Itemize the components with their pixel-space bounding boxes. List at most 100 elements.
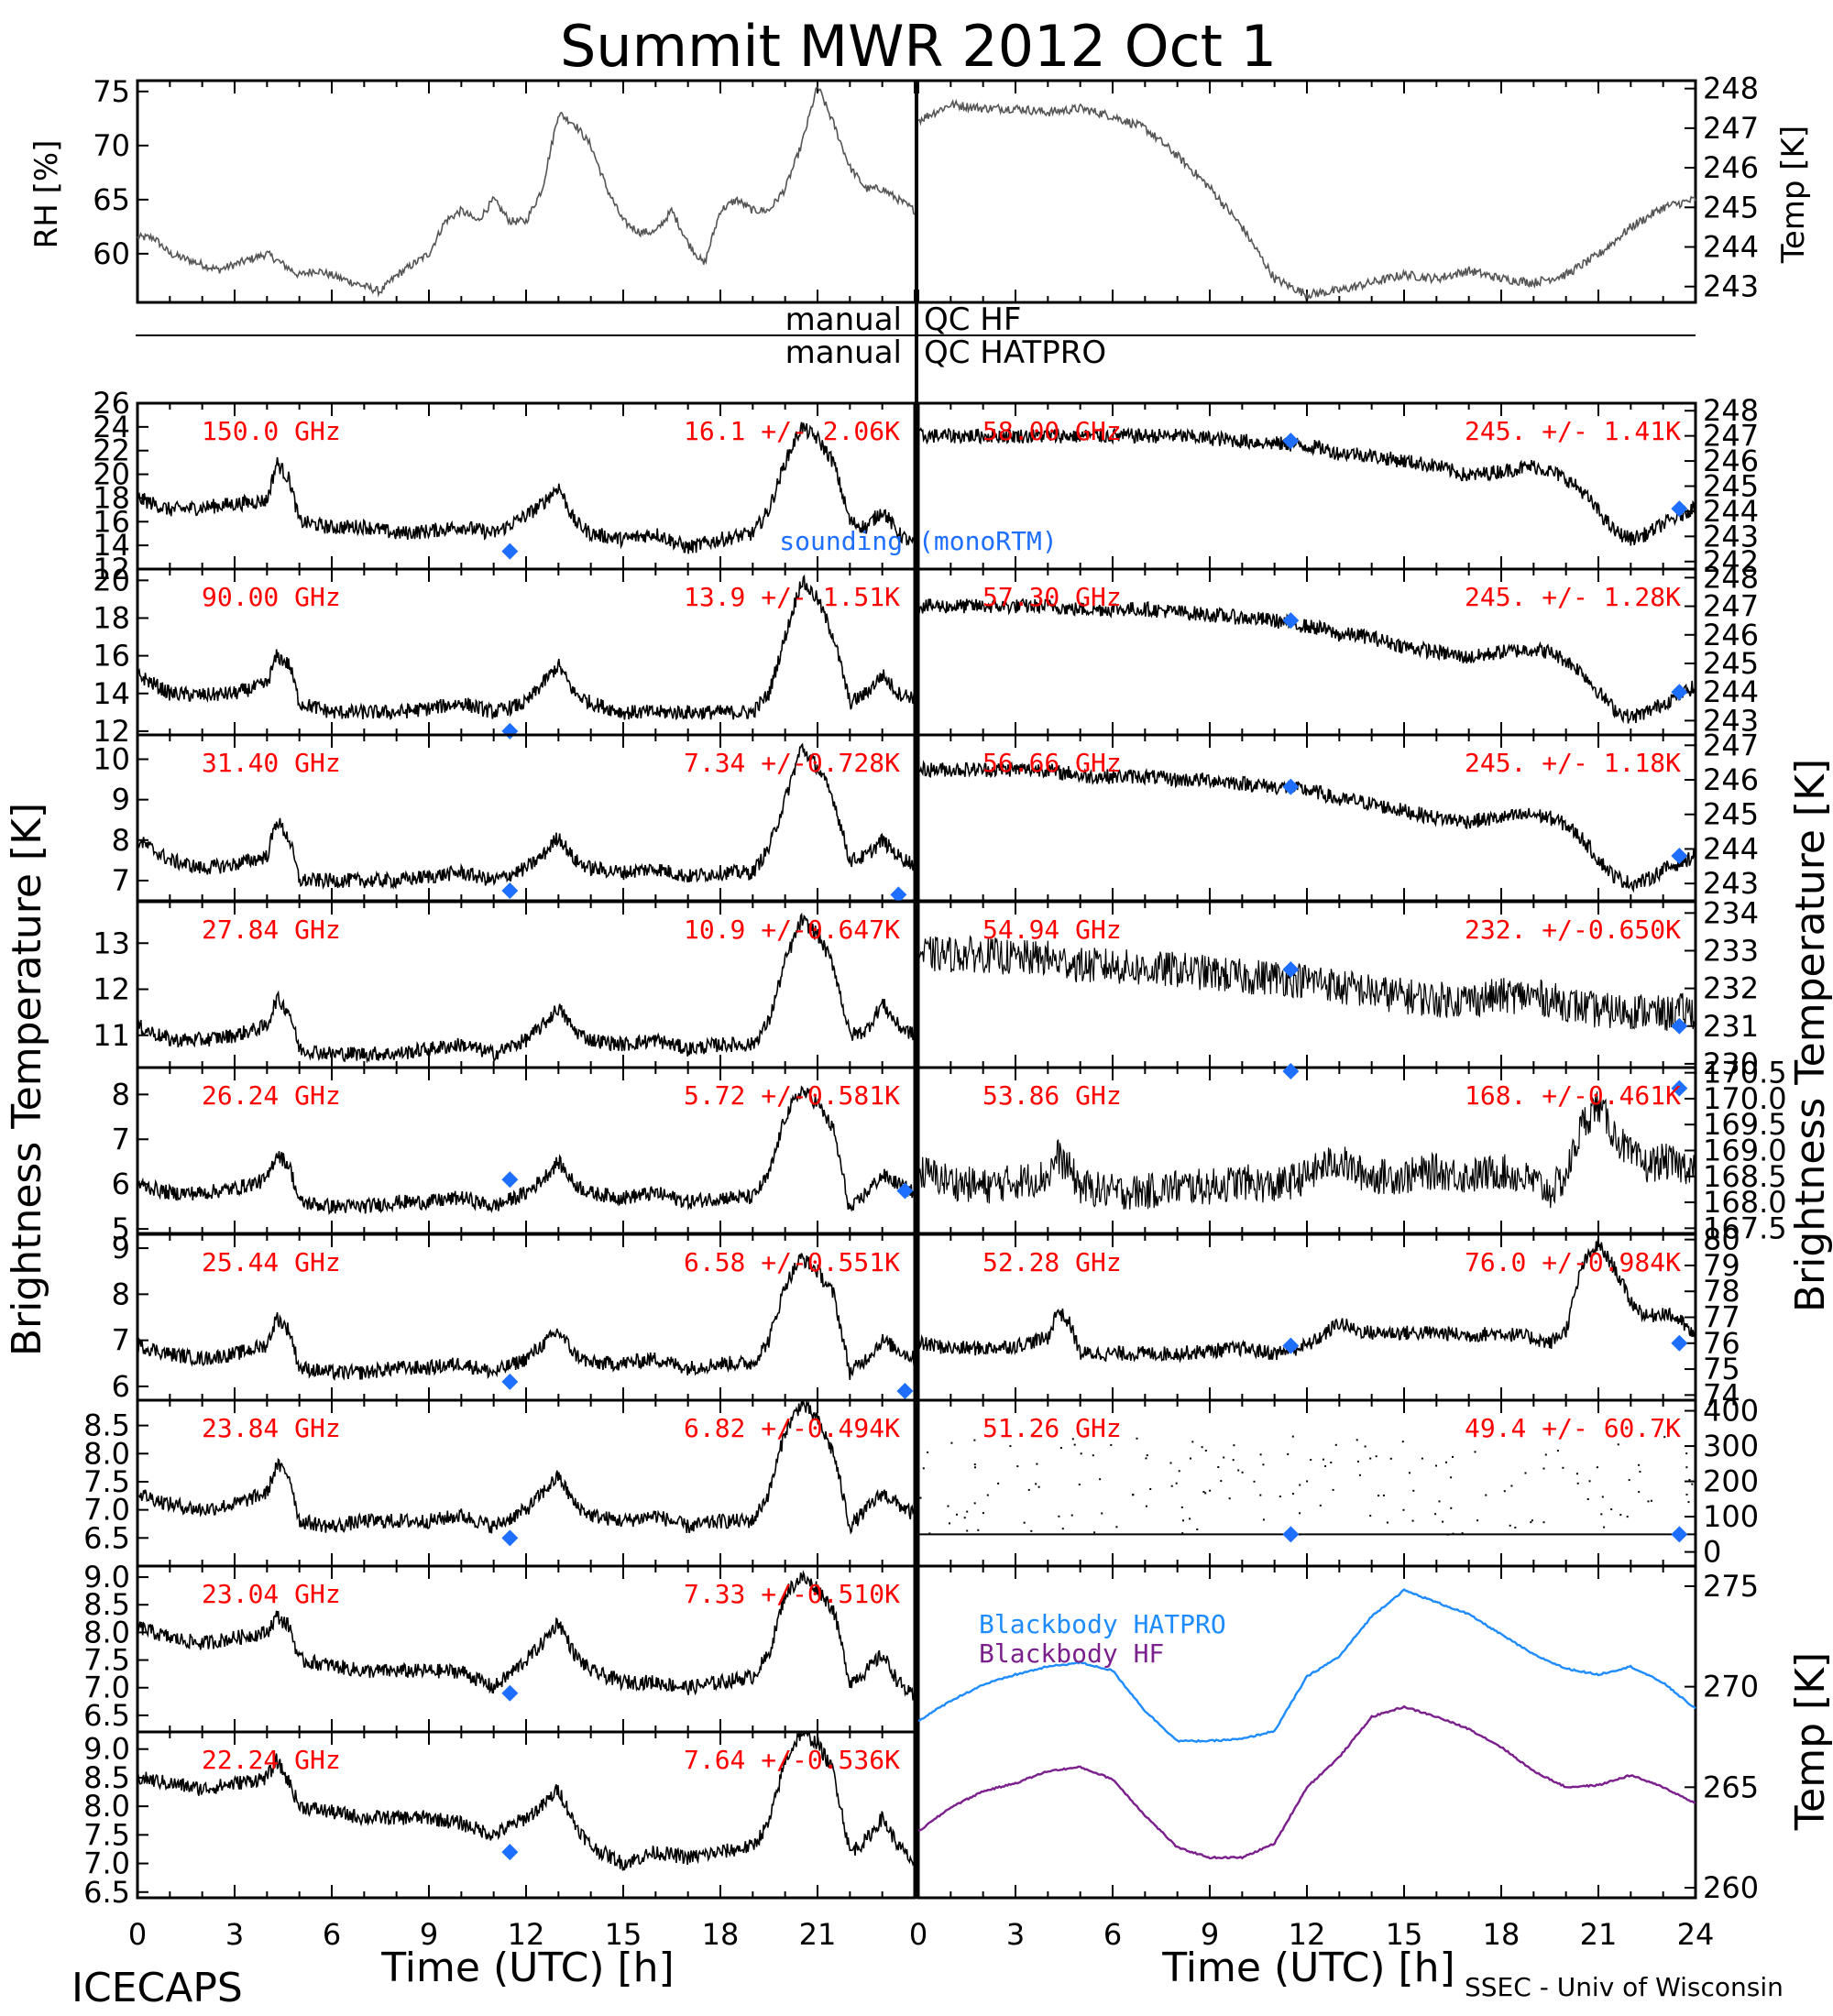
tb-spike [1061, 1528, 1064, 1530]
tb-spike [1306, 1480, 1309, 1483]
frequency-label: 31.40 GHz [202, 748, 341, 778]
y-tick-label: 11 [93, 1018, 130, 1053]
tb-spike [947, 1505, 949, 1507]
y-tick-label: 247 [1703, 589, 1759, 624]
x-tick-label: 24 [1677, 1917, 1715, 1952]
y-tick-label: 200 [1703, 1464, 1759, 1499]
temp-axis-label: Temp [K] [1775, 126, 1812, 264]
y-tick-label: 79 [1703, 1248, 1740, 1283]
y-tick-label: 270 [1703, 1670, 1759, 1704]
y-tick-label: 246 [1703, 618, 1759, 652]
y-tick-label: 8 [112, 823, 130, 858]
tb-trace [917, 1090, 1696, 1210]
tb-spike [1058, 1515, 1060, 1517]
tb-trace [137, 1400, 916, 1535]
page-title: Summit MWR 2012 Oct 1 [560, 13, 1277, 80]
y-tick-label: 6.5 [83, 1698, 130, 1733]
tb-spike [1364, 1445, 1367, 1448]
tb-spike [1233, 1444, 1235, 1447]
tb-spike [1059, 1447, 1062, 1450]
tb-trace [137, 1730, 916, 1871]
tb-spike [1446, 1533, 1449, 1536]
tb-spike [1259, 1494, 1262, 1496]
y-tick-label: 16 [93, 504, 130, 539]
tb-spike [1319, 1504, 1322, 1507]
tb-spike [1596, 1466, 1598, 1469]
tb-spike [1452, 1455, 1454, 1458]
tb-spike [1175, 1482, 1178, 1485]
tb-spike [1180, 1506, 1183, 1508]
y-tick-label: 9.0 [83, 1732, 130, 1767]
tb-spike [1369, 1515, 1372, 1517]
tb-trace [137, 1253, 916, 1382]
tb-spike [1204, 1492, 1207, 1495]
tb-spike [1461, 1532, 1464, 1535]
tb-spike [1262, 1463, 1265, 1466]
y-tick-label: 75 [93, 74, 130, 109]
tb-spike [1189, 1517, 1191, 1520]
sounding-marker [501, 1171, 519, 1189]
y-tick-label: 248 [1703, 71, 1759, 106]
y-tick-label: 170.0 [1703, 1081, 1787, 1116]
tb-spike [1411, 1519, 1414, 1522]
tb-spike [1093, 1531, 1096, 1534]
y-tick-label: 12 [93, 972, 130, 1007]
sounding-marker [1671, 684, 1688, 701]
tb-spike [1687, 1501, 1690, 1504]
tb-spike [1375, 1455, 1377, 1458]
y-tick-label: 275 [1703, 1569, 1759, 1604]
tb-spike [1586, 1498, 1589, 1500]
y-tick-label: 8.5 [83, 1408, 130, 1443]
tb-spike [1485, 1494, 1487, 1496]
tb-spike [1115, 1526, 1118, 1528]
tb-spike [1438, 1500, 1441, 1503]
tb-trace [137, 1569, 916, 1701]
tb-spike [974, 1466, 976, 1469]
tb-spike [1149, 1488, 1152, 1490]
frequency-label: 54.94 GHz [982, 915, 1122, 945]
tb-spike [1544, 1453, 1547, 1456]
tb-spike [1450, 1507, 1453, 1509]
tb-spike [1639, 1471, 1641, 1473]
stat-label: 7.34 +/-0.728K [684, 748, 900, 778]
y-tick-label: 8 [112, 1276, 130, 1311]
temp-series-line [917, 98, 1696, 301]
tb-trace [917, 1239, 1696, 1364]
tb-spike [1262, 1518, 1265, 1521]
tb-spike [1445, 1461, 1447, 1463]
sounding-marker [1282, 778, 1300, 795]
y-tick-label: 247 [1703, 728, 1759, 762]
tb-trace [137, 574, 916, 721]
tb-spike [1253, 1480, 1256, 1483]
sounding-marker [1282, 433, 1300, 450]
tb-spike [1638, 1463, 1641, 1466]
frequency-label: 56.66 GHz [982, 748, 1122, 778]
sounding-marker [501, 1844, 519, 1861]
qc-section: manual QC HF manual QC HATPRO [136, 301, 1696, 371]
tb-spike [1190, 1457, 1191, 1460]
frequency-label: 27.84 GHz [202, 915, 341, 945]
tb-spike [1259, 1453, 1262, 1456]
tb-spike [1299, 1533, 1301, 1536]
y-tick-label: 167.5 [1703, 1211, 1787, 1245]
x-tick-label: 12 [508, 1917, 545, 1952]
stat-label: 5.72 +/-0.581K [684, 1080, 900, 1111]
stat-label: 76.0 +/-0.984K [1465, 1247, 1681, 1277]
y-tick-label: 14 [93, 676, 130, 711]
tb-spike [1334, 1443, 1337, 1446]
tb-trace [917, 935, 1696, 1031]
y-tick-label: 244 [1703, 494, 1759, 529]
tb-spike [1663, 1436, 1666, 1439]
y-tick-label: 244 [1703, 831, 1759, 866]
tb-trace [137, 1085, 916, 1216]
tb-spike [1201, 1446, 1203, 1449]
stat-label: 232. +/-0.650K [1465, 915, 1681, 945]
footer-right: SSEC - Univ of Wisconsin [1465, 1972, 1784, 2002]
tb-trace [137, 742, 916, 890]
tb-spike [966, 1510, 969, 1513]
tb-spike [1196, 1528, 1199, 1530]
y-tick-label: 24 [93, 410, 130, 444]
y-tick-label: 7 [112, 1122, 130, 1156]
blackbody-legend-entry: Blackbody HF [979, 1638, 1164, 1669]
